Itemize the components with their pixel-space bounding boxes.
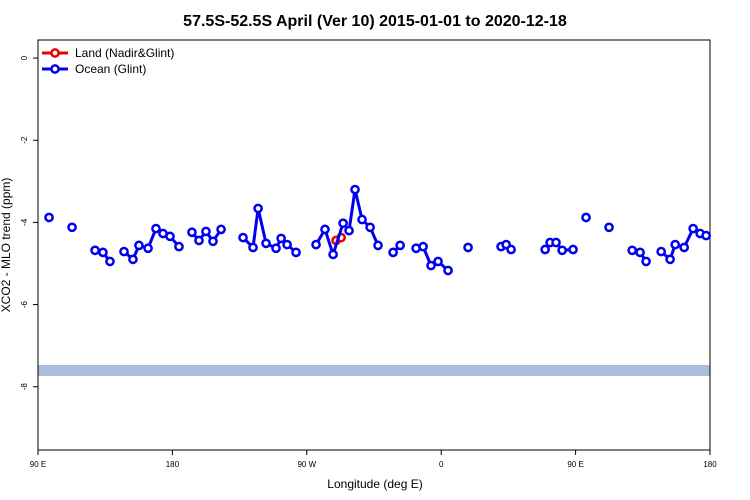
point [105,256,115,267]
point [395,240,405,251]
x-tick-label: 180 [166,460,180,469]
point [557,245,568,256]
y-tick-label: -2 [20,136,29,144]
point [201,226,211,237]
map-strip [38,365,710,376]
point [338,218,348,229]
y-tick-label: -6 [20,300,29,308]
point [443,265,453,276]
point [357,214,367,225]
point [670,239,681,250]
point [194,235,204,246]
point [134,240,144,251]
series-line [94,189,707,272]
point [253,203,263,214]
point [506,244,516,255]
point [551,237,561,248]
legend-marker [50,64,60,74]
y-tick-label: -4 [20,218,29,226]
point [320,224,330,235]
point [276,233,286,244]
point [604,222,614,233]
point [261,238,271,249]
point [174,241,184,252]
x-tick-label: 90 E [30,460,46,469]
point [187,227,197,238]
point [540,244,550,255]
point [143,243,153,254]
point [248,242,258,253]
point [291,247,301,258]
point [67,222,77,233]
point [365,222,375,233]
point [208,236,218,247]
point [271,243,281,254]
point [238,232,248,243]
legend-marker [50,48,60,58]
point [656,246,667,257]
point [216,224,226,235]
point [433,256,443,267]
point [641,256,651,267]
point [568,244,578,255]
point [90,245,100,256]
chart-title: 57.5S-52.5S April (Ver 10) 2015-01-01 to… [183,13,567,30]
x-tick-label: 180 [703,460,717,469]
point [350,184,360,195]
point [128,254,138,265]
point [581,212,591,223]
x-tick-label: 0 [439,460,444,469]
x-axis-label: Longitude (deg E) [327,477,422,491]
point [635,247,645,258]
point [627,245,638,256]
y-tick-label: -8 [20,383,29,391]
point [679,242,690,253]
point [165,231,175,242]
point [418,241,428,252]
point [344,225,354,236]
point [98,247,108,258]
point [463,242,473,253]
point [665,254,675,265]
x-tick-label: 90 W [297,460,316,469]
point [151,223,161,234]
plot-frame [37,39,711,451]
x-tick-label: 90 E [567,460,583,469]
y-tick-label: 0 [20,55,29,60]
legend-label: Land (Nadir&Glint) [75,46,174,60]
point [328,249,338,260]
point [426,260,436,271]
point [282,239,292,250]
point [701,230,711,241]
point [44,212,54,223]
point [388,247,398,258]
point [373,240,383,251]
legend-label: Ocean (Glint) [75,62,146,76]
point [119,246,129,257]
y-axis-label: XCO2 - MLO trend (ppm) [0,178,13,313]
point [311,239,321,250]
point [688,223,698,234]
